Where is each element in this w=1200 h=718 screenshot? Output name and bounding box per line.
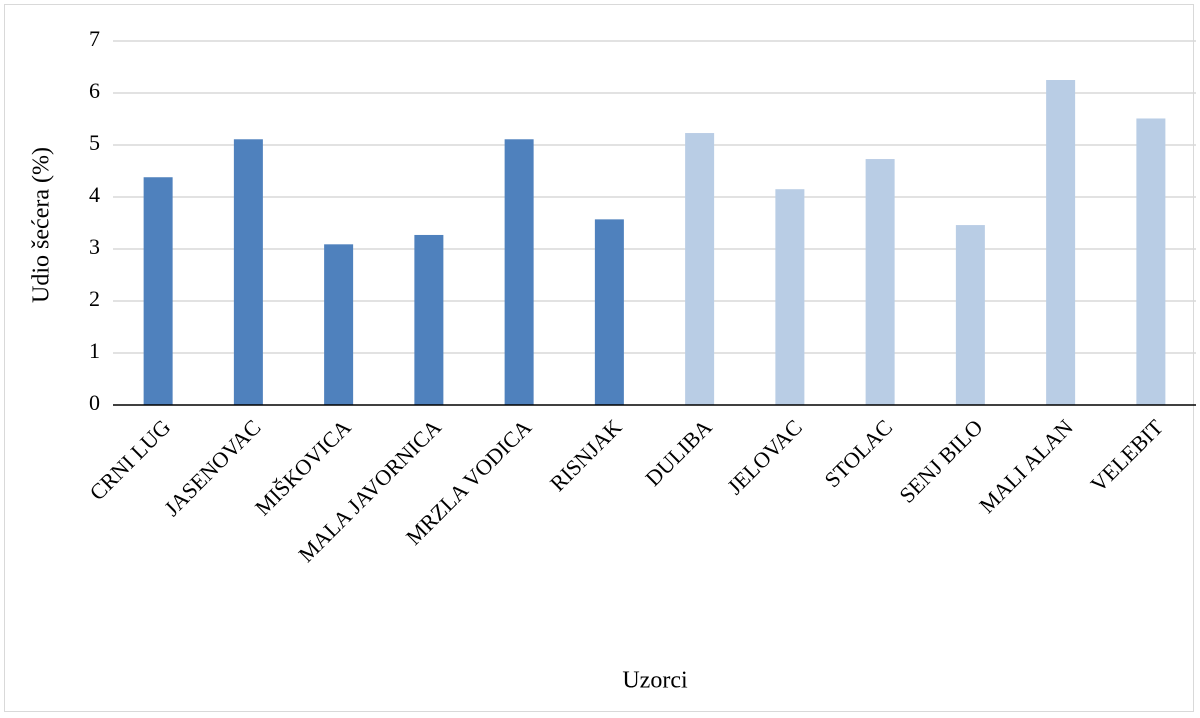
y-tick-label: 6 — [89, 78, 100, 103]
bar-mali-alan — [1046, 80, 1076, 405]
x-tick-label: RISNJAK — [545, 414, 627, 496]
x-tick-label: MALI ALAN — [974, 414, 1078, 518]
y-tick-label: 3 — [89, 234, 100, 259]
bar-crni-lug — [143, 177, 173, 405]
x-axis-title: Uzorci — [622, 668, 688, 694]
bar-mrzla-vodica — [504, 139, 534, 405]
chart-frame — [4, 4, 1194, 712]
y-axis-title: Udio šećera (%) — [29, 147, 55, 303]
x-tick-label: STOLAC — [819, 414, 897, 492]
bar-velebit — [1136, 118, 1166, 405]
x-tick-label: SENJ BILO — [894, 414, 987, 507]
y-tick-label: 1 — [89, 338, 100, 363]
x-tick-label: JELOVAC — [722, 414, 807, 499]
y-tick-label: 5 — [89, 130, 100, 155]
bar-risnjak — [594, 219, 624, 405]
x-tick-label: JASENOVAC — [159, 414, 265, 520]
x-tick-label: DULIBA — [640, 414, 717, 491]
bar-duliba — [685, 133, 715, 406]
y-tick-label: 0 — [89, 390, 100, 415]
y-tick-labels: 0 1 2 3 4 5 6 7 — [89, 26, 100, 415]
y-tick-label: 4 — [89, 182, 100, 207]
x-tick-label: VELEBIT — [1085, 414, 1168, 497]
x-tick-label: CRNI LUG — [85, 414, 176, 505]
bar-jasenovac — [233, 139, 263, 405]
y-tick-label: 7 — [89, 26, 100, 51]
bar-jelovac — [775, 189, 805, 405]
bar-mala-javornica — [414, 234, 444, 405]
bar-miškovica — [324, 244, 354, 405]
bar-stolac — [865, 159, 895, 405]
bar-senj-bilo — [955, 225, 985, 405]
y-tick-label: 2 — [89, 286, 100, 311]
gridlines — [113, 40, 1196, 354]
bars — [143, 80, 1166, 406]
